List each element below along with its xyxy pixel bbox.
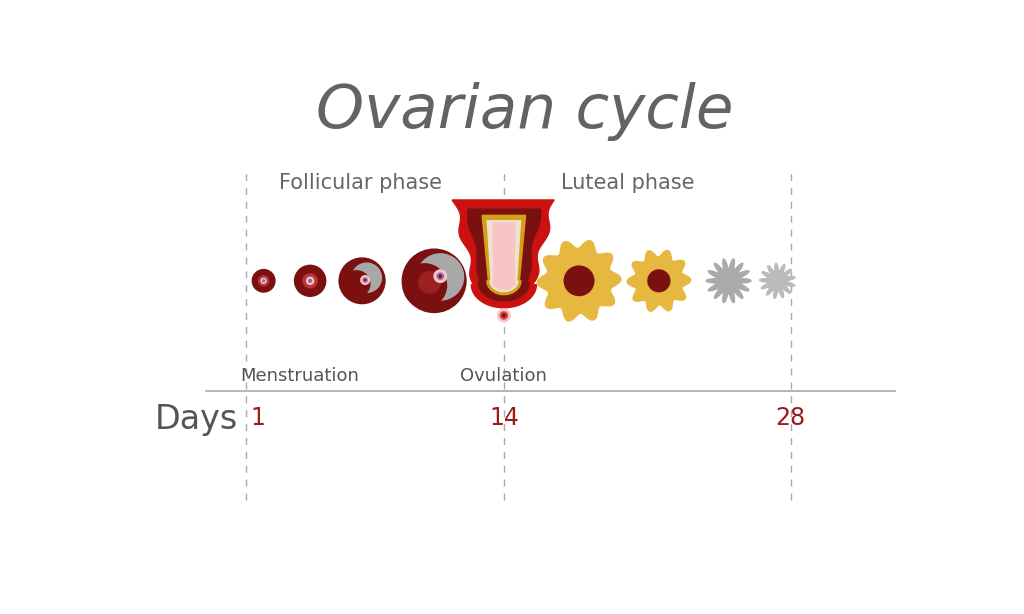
Polygon shape [493, 223, 515, 290]
Circle shape [433, 270, 447, 283]
Circle shape [647, 270, 671, 292]
Text: Luteal phase: Luteal phase [561, 173, 694, 193]
Polygon shape [482, 216, 525, 295]
Circle shape [360, 275, 371, 285]
Polygon shape [452, 200, 554, 308]
Polygon shape [538, 241, 621, 321]
Circle shape [338, 257, 386, 305]
Circle shape [308, 279, 312, 283]
Text: 14: 14 [488, 406, 519, 430]
Polygon shape [760, 263, 795, 298]
Text: Menstruation: Menstruation [241, 367, 359, 384]
Circle shape [364, 279, 367, 281]
Circle shape [502, 314, 506, 317]
Circle shape [343, 271, 370, 297]
Polygon shape [487, 221, 520, 292]
Circle shape [306, 276, 314, 285]
Polygon shape [627, 251, 690, 311]
Text: Days: Days [155, 403, 239, 436]
Circle shape [302, 273, 317, 289]
Circle shape [436, 273, 444, 280]
Circle shape [294, 265, 327, 297]
Circle shape [362, 278, 368, 282]
Circle shape [500, 311, 508, 320]
Text: Ovulation: Ovulation [461, 367, 547, 384]
Text: Follicular phase: Follicular phase [279, 173, 442, 193]
Circle shape [252, 269, 275, 293]
Polygon shape [468, 209, 541, 301]
Circle shape [260, 278, 267, 284]
Circle shape [419, 271, 440, 293]
Text: Ovarian cycle: Ovarian cycle [316, 82, 733, 141]
Circle shape [563, 265, 595, 296]
Circle shape [262, 279, 265, 282]
Text: 28: 28 [775, 406, 806, 430]
Circle shape [417, 254, 464, 300]
Circle shape [403, 264, 446, 307]
Circle shape [352, 263, 381, 292]
Circle shape [497, 308, 511, 322]
Circle shape [438, 274, 442, 278]
Circle shape [401, 249, 467, 313]
Text: 1: 1 [251, 406, 265, 430]
Circle shape [258, 275, 269, 287]
Polygon shape [707, 259, 751, 303]
